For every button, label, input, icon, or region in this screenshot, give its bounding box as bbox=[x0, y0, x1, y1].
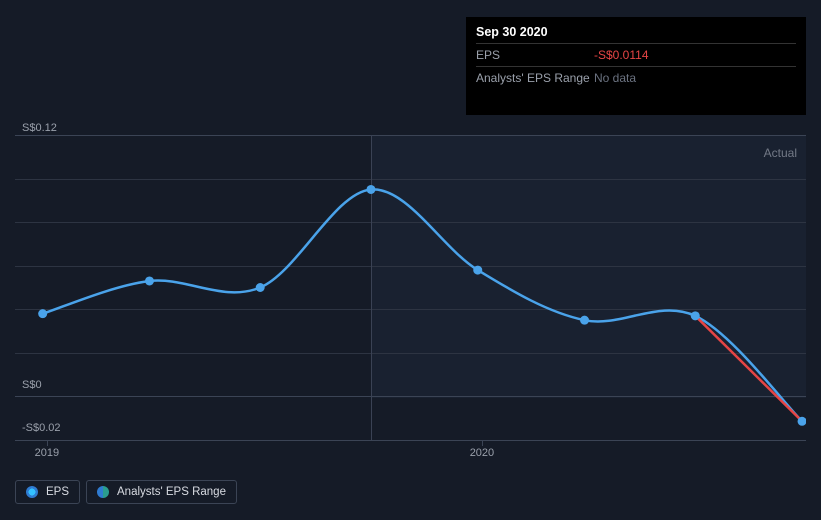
grid-line bbox=[15, 440, 806, 441]
x-tick bbox=[482, 440, 483, 446]
x-tick bbox=[47, 440, 48, 446]
circle-icon bbox=[26, 486, 38, 498]
tooltip-row-value: No data bbox=[594, 71, 636, 85]
eps-line-chart bbox=[15, 135, 806, 440]
x-tick-label: 2019 bbox=[35, 447, 59, 459]
legend-label: Analysts' EPS Range bbox=[117, 486, 226, 498]
legend-item-eps[interactable]: EPS bbox=[15, 480, 80, 504]
tooltip-date: Sep 30 2020 bbox=[476, 25, 796, 43]
tooltip-row: EPS -S$0.0114 bbox=[476, 43, 796, 66]
x-tick-label: 2020 bbox=[470, 447, 494, 459]
legend-label: EPS bbox=[46, 486, 69, 498]
legend-item-analysts-range[interactable]: Analysts' EPS Range bbox=[86, 480, 237, 504]
tooltip-row-value: -S$0.0114 bbox=[594, 48, 649, 62]
hover-tooltip: Sep 30 2020 EPS -S$0.0114 Analysts' EPS … bbox=[466, 17, 806, 115]
tooltip-row-label: Analysts' EPS Range bbox=[476, 71, 594, 85]
circle-icon bbox=[97, 486, 109, 498]
legend: EPS Analysts' EPS Range bbox=[15, 480, 237, 504]
tooltip-row: Analysts' EPS Range No data bbox=[476, 66, 796, 89]
tooltip-row-label: EPS bbox=[476, 48, 594, 62]
y-tick-label: S$0.12 bbox=[22, 122, 57, 134]
